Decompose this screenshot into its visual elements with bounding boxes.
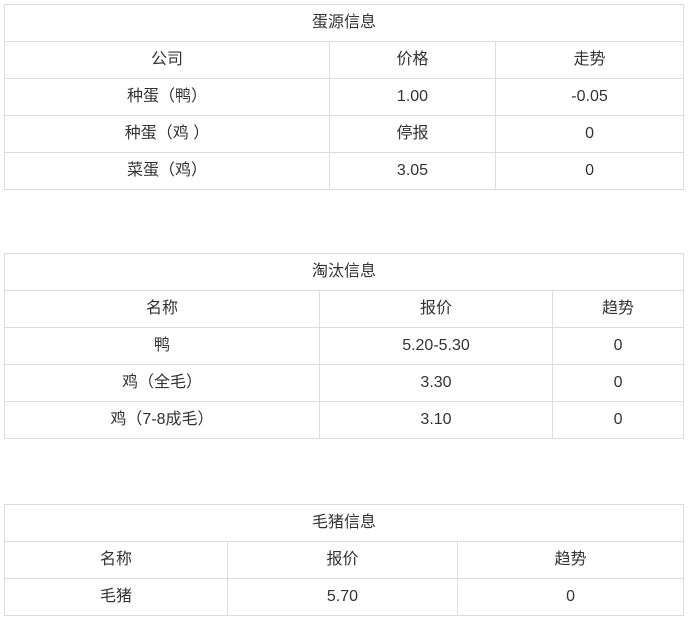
table-row: 种蛋（鸭） 1.00 -0.05 xyxy=(4,78,685,116)
table-cell-quote: 3.10 xyxy=(319,401,553,439)
table-cell-quote: 5.20-5.30 xyxy=(319,327,553,365)
table-header-row: 公司 价格 走势 xyxy=(4,41,685,79)
table-cell-name: 毛猪 xyxy=(4,578,228,616)
table-cell-trend: 0 xyxy=(551,401,685,439)
table-cell-trend: 0 xyxy=(456,578,685,616)
column-header-name: 名称 xyxy=(4,290,320,328)
table-cell-name: 鸭 xyxy=(4,327,320,365)
egg-source-table: 蛋源信息 公司 价格 走势 种蛋（鸭） 1.00 -0.05 种蛋（鸡 ） 停报… xyxy=(3,4,685,190)
live-pig-table: 毛猪信息 名称 报价 趋势 毛猪 5.70 0 xyxy=(3,504,685,616)
column-header-company: 公司 xyxy=(4,41,330,79)
column-header-quote: 报价 xyxy=(227,541,458,579)
table-cell-trend: 0 xyxy=(551,327,685,365)
table-cell-quote: 3.30 xyxy=(319,364,553,402)
table-cell-price: 1.00 xyxy=(329,78,496,116)
column-header-quote: 报价 xyxy=(319,290,553,328)
cull-info-table: 淘汰信息 名称 报价 趋势 鸭 5.20-5.30 0 鸡（全毛） 3.30 0… xyxy=(3,253,685,439)
table-cell-name: 种蛋（鸭） xyxy=(4,78,330,116)
spacer xyxy=(0,439,689,504)
table-cell-price: 停报 xyxy=(329,115,496,153)
table-cell-price: 3.05 xyxy=(329,152,496,190)
table-cell-name: 菜蛋（鸡） xyxy=(4,152,330,190)
table-cell-trend: 0 xyxy=(494,115,685,153)
spacer xyxy=(0,190,689,253)
table-cell-trend: -0.05 xyxy=(494,78,685,116)
table-title: 蛋源信息 xyxy=(3,4,685,42)
table-title: 淘汰信息 xyxy=(3,253,685,291)
table-cell-quote: 5.70 xyxy=(227,578,458,616)
column-header-trend: 趋势 xyxy=(551,290,685,328)
table-row: 鸡（7-8成毛） 3.10 0 xyxy=(4,401,685,439)
table-title-row: 淘汰信息 xyxy=(3,253,685,291)
table-cell-name: 鸡（7-8成毛） xyxy=(4,401,320,439)
column-header-price: 价格 xyxy=(329,41,496,79)
column-header-name: 名称 xyxy=(4,541,228,579)
column-header-trend: 走势 xyxy=(494,41,685,79)
table-cell-trend: 0 xyxy=(494,152,685,190)
table-row: 种蛋（鸡 ） 停报 0 xyxy=(4,115,685,153)
table-header-row: 名称 报价 趋势 xyxy=(4,541,685,579)
column-header-trend: 趋势 xyxy=(456,541,685,579)
table-cell-name: 鸡（全毛） xyxy=(4,364,320,402)
table-title-row: 毛猪信息 xyxy=(3,504,685,542)
table-cell-trend: 0 xyxy=(551,364,685,402)
table-cell-name: 种蛋（鸡 ） xyxy=(4,115,330,153)
table-row: 鸡（全毛） 3.30 0 xyxy=(4,364,685,402)
table-title-row: 蛋源信息 xyxy=(3,4,685,42)
table-row: 菜蛋（鸡） 3.05 0 xyxy=(4,152,685,190)
table-title: 毛猪信息 xyxy=(3,504,685,542)
table-row: 鸭 5.20-5.30 0 xyxy=(4,327,685,365)
table-row: 毛猪 5.70 0 xyxy=(4,578,685,616)
table-header-row: 名称 报价 趋势 xyxy=(4,290,685,328)
